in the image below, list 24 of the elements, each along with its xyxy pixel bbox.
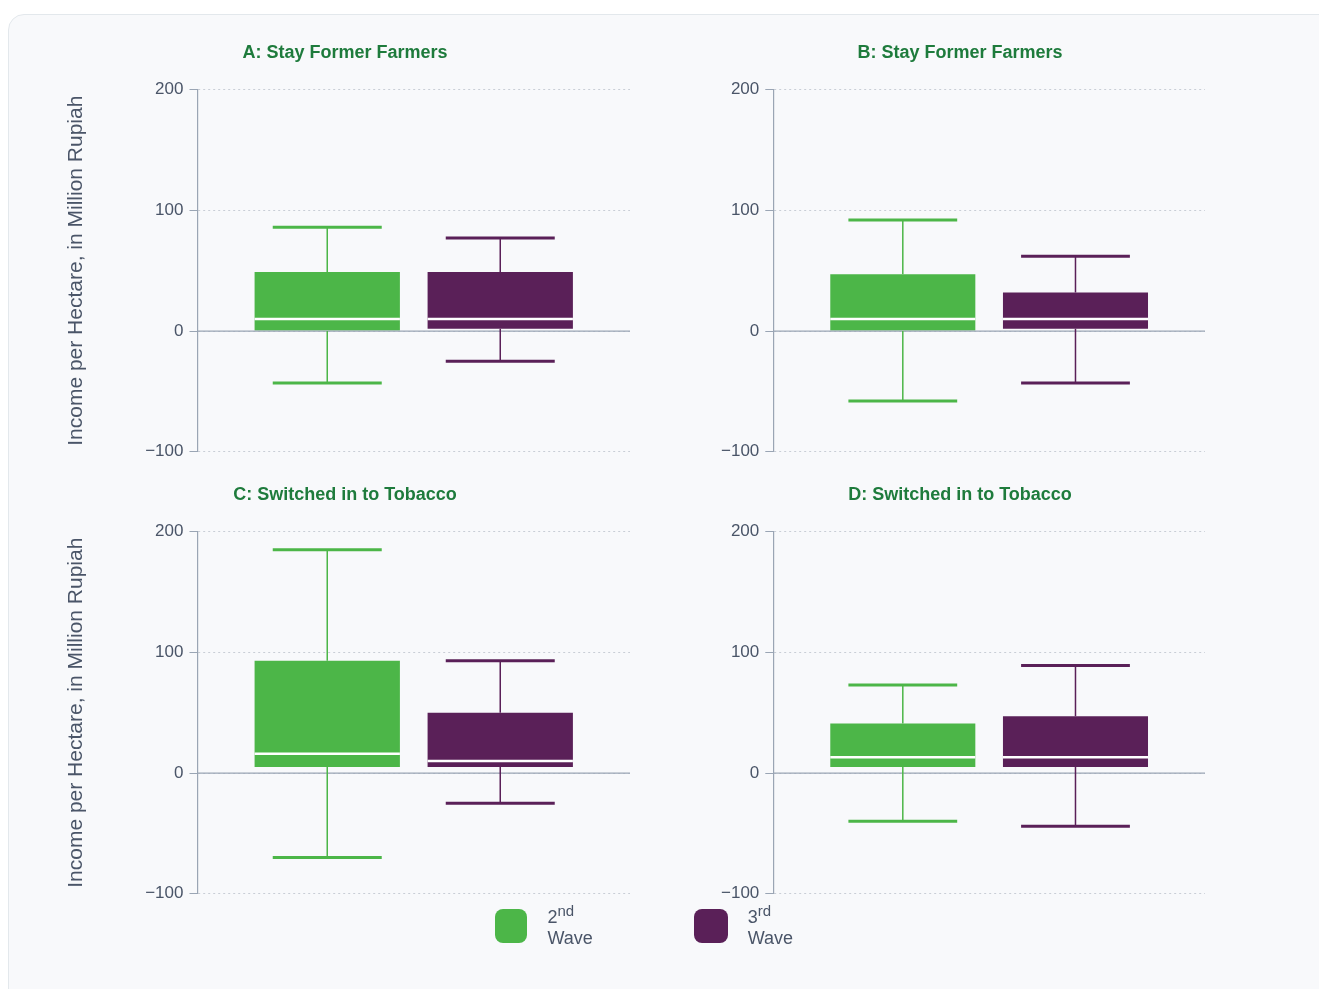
y-axis-title: Income per Hectare, in Million Rupiah bbox=[63, 95, 87, 446]
y-tick-label: 200 bbox=[155, 79, 184, 99]
y-tick-label: −100 bbox=[145, 883, 184, 903]
y-tick-label: 0 bbox=[174, 762, 184, 782]
chart-title: B: Stay Former Farmers bbox=[857, 41, 1063, 62]
y-tick-label: 200 bbox=[730, 521, 760, 541]
y-tick-label: 200 bbox=[155, 521, 184, 541]
y-tick-label: −100 bbox=[720, 883, 760, 903]
legend-label: 3$^{rd}$ Wave bbox=[747, 902, 795, 949]
y-tick-label: 100 bbox=[155, 642, 184, 662]
legend-label: 2$^{nd}$ Wave bbox=[547, 902, 594, 949]
y-tick-label: 0 bbox=[749, 320, 760, 340]
chart-title: A: Stay Former Farmers bbox=[242, 41, 448, 62]
chart-title: D: Switched in to Tobacco bbox=[848, 483, 1072, 504]
y-tick-label: 100 bbox=[730, 200, 760, 220]
y-tick-label: −100 bbox=[720, 441, 760, 461]
y-tick-label: 100 bbox=[155, 200, 184, 220]
y-tick-label: 100 bbox=[730, 642, 760, 662]
y-tick-label: 0 bbox=[749, 762, 760, 782]
y-tick-label: 0 bbox=[174, 320, 184, 340]
y-axis-title: Income per Hectare, in Million Rupiah bbox=[63, 537, 87, 888]
chart-title: C: Switched in to Tobacco bbox=[233, 483, 457, 504]
y-tick-label: 200 bbox=[730, 79, 760, 99]
y-tick-label: −100 bbox=[145, 441, 184, 461]
